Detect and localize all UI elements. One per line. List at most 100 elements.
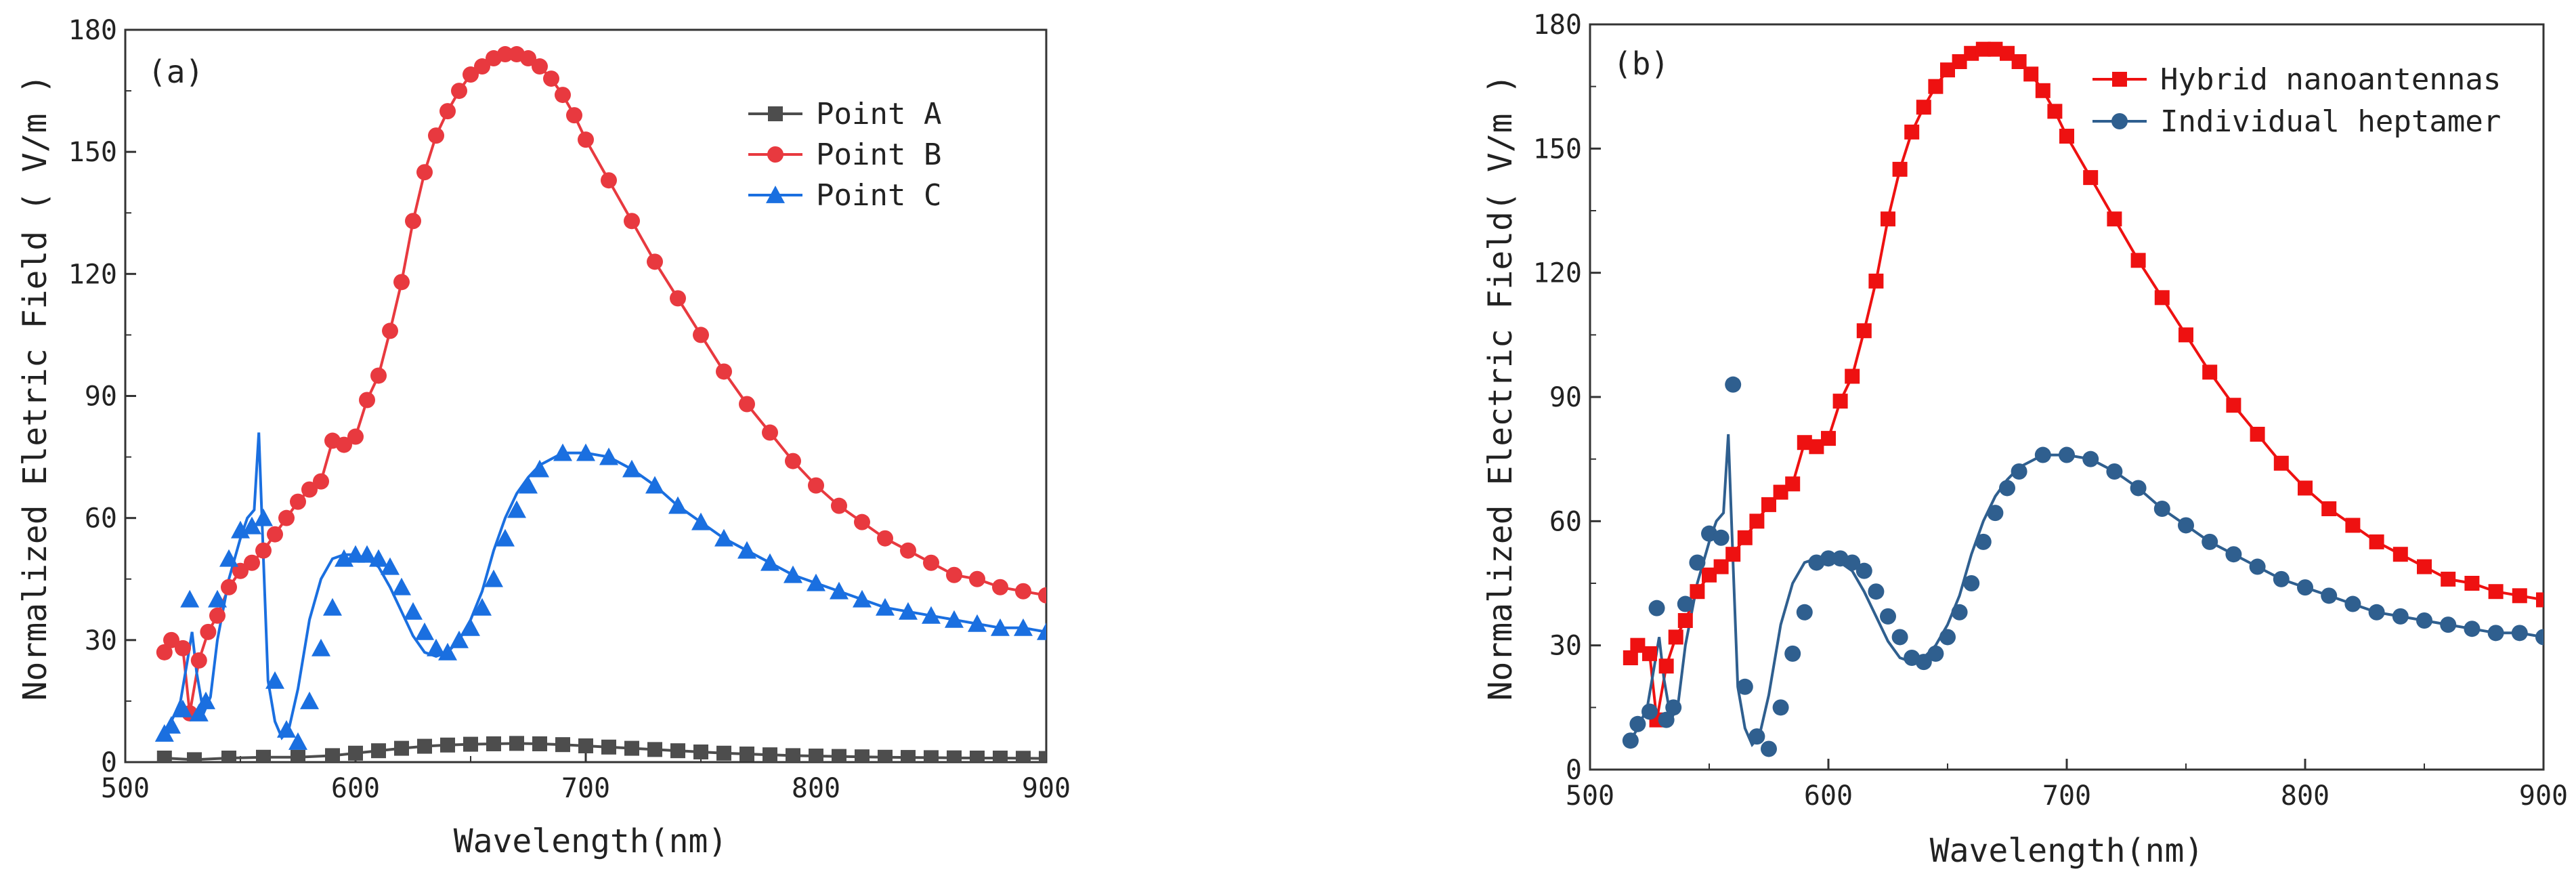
panel-b-data-point (2273, 570, 2290, 587)
panel-a-data-point (670, 743, 685, 759)
panel-a-data-point (622, 459, 641, 478)
panel-a-data-point (162, 715, 181, 734)
panel-a-data-point (647, 253, 663, 270)
panel-a-data-point (336, 436, 352, 453)
panel-a-data-point (392, 577, 411, 595)
panel-b-data-point (1702, 567, 1717, 583)
panel-a-data-point (156, 750, 172, 762)
panel-a-legend-label: Point A (816, 97, 941, 131)
panel-a-data-point (405, 213, 421, 230)
panel-b-data-point (2321, 501, 2337, 516)
panel-a-data-point (404, 602, 423, 620)
panel-a-data-point (808, 477, 824, 494)
panel-b-y-tick-label: 0 (1566, 755, 1582, 786)
panel-a-data-point (970, 750, 985, 762)
panel-a-data-point (323, 598, 342, 616)
panel-b-data-point (1881, 211, 1895, 227)
panel-b-data-point (2344, 595, 2361, 612)
panel-b-data-point (2440, 616, 2457, 633)
panel-a-y-tick-label: 30 (85, 625, 117, 656)
panel-a-data-point (555, 87, 571, 104)
panel-a-data-point (601, 739, 616, 755)
panel-a-data-point (255, 542, 272, 559)
panel-b-data-point (2000, 45, 2015, 61)
panel-b-data-point (1623, 650, 1638, 665)
panel-a-data-point (854, 514, 870, 530)
panel-b-data-point (2107, 211, 2122, 227)
panel-a-data-point (463, 736, 478, 752)
panel-a-data-point (267, 526, 283, 543)
panel-b-data-point (1713, 559, 1729, 574)
panel-a-data-point (786, 748, 800, 762)
panel-b-data-point (1784, 645, 1801, 662)
panel-a-data-point (809, 748, 823, 762)
panel-b-data-point (1713, 529, 1730, 546)
panel-a-data-point (180, 589, 200, 608)
panel-b-data-point (2368, 604, 2385, 621)
panel-a-data-point (232, 562, 249, 579)
panel-b-label: (b) (1613, 45, 1669, 82)
panel-b-data-point (2082, 451, 2099, 467)
panel-b-plot-area (1622, 41, 2543, 757)
panel-b-data-point (1880, 608, 1896, 625)
panel-b-data-point (1658, 711, 1675, 728)
panel-b-data-point (2153, 501, 2170, 517)
panel-b-data-point (1940, 62, 1955, 78)
panel-a-legend-marker (768, 106, 783, 121)
panel-a-data-point (878, 749, 893, 762)
panel-a-data-point (576, 443, 595, 461)
panel-a-data-point (645, 476, 664, 494)
panel-b-data-point (2011, 463, 2027, 480)
panel-a-data-point (156, 644, 173, 661)
panel-a-data-point (1014, 618, 1033, 636)
panel-b-data-point (1641, 703, 1658, 720)
panel-a-data-point (221, 750, 236, 762)
panel-b-data-point (1785, 476, 1801, 492)
panel-a-y-tick-label: 0 (101, 747, 117, 778)
panel-a-legend-marker (766, 186, 785, 203)
panel-b-x-axis-title: Wavelength(nm) (1930, 832, 2204, 870)
panel-a-label: (a) (148, 54, 204, 90)
panel-b-data-point (1630, 637, 1646, 653)
panel-a-data-point (509, 736, 524, 751)
panel-a-data-point (737, 541, 756, 559)
panel-b-data-point (2226, 398, 2241, 413)
panel-b-data-point (1761, 497, 1776, 512)
panel-b-data-point (2392, 547, 2408, 562)
panel-a-data-point (830, 581, 849, 600)
panel-b-data-point (2250, 427, 2265, 442)
panel-a-data-point (763, 747, 777, 762)
panel-a-data-point (530, 459, 549, 478)
panel-b-data-point (2011, 54, 2027, 69)
panel-b-data-point (1939, 629, 1956, 646)
panel-b-data-point (1749, 514, 1765, 529)
panel-a-data-point (209, 607, 226, 624)
panel-b-legend-label: Individual heptamer (2160, 104, 2501, 139)
panel-a-data-point (369, 549, 388, 567)
panel-b-data-point (1642, 646, 1657, 661)
panel-a-x-tick-label: 600 (331, 773, 380, 804)
panel-b-data-point (2488, 584, 2504, 600)
panel-a-data-point (427, 638, 446, 656)
panel-b-data-point (2059, 446, 2075, 463)
panel-b-data-point (1844, 554, 1861, 571)
panel-a-data-point (507, 500, 526, 518)
panel-a-data-point (1038, 587, 1046, 604)
panel-a-data-point (484, 569, 503, 587)
panel-b-data-point (1975, 41, 1991, 57)
panel-b-data-point (1648, 600, 1665, 616)
panel-a-data-point (416, 164, 433, 181)
panel-b-data-point (1856, 323, 1872, 339)
panel-a-legend-marker (767, 146, 783, 163)
panel-a-data-point (807, 573, 825, 591)
panel-a-data-point (358, 545, 377, 563)
panel-b-data-point (2392, 608, 2409, 625)
panel-a-chart: (a) Wavelength(nm) Normalized Eletric Fi… (16, 15, 1071, 860)
panel-a-data-point (991, 618, 1010, 636)
panel-a-data-point (300, 691, 319, 709)
panel-a-data-point (382, 322, 398, 339)
panel-b-data-point (2106, 463, 2123, 480)
panel-b-y-tick-label: 120 (1533, 258, 1582, 289)
panel-b-data-point (2225, 546, 2242, 563)
